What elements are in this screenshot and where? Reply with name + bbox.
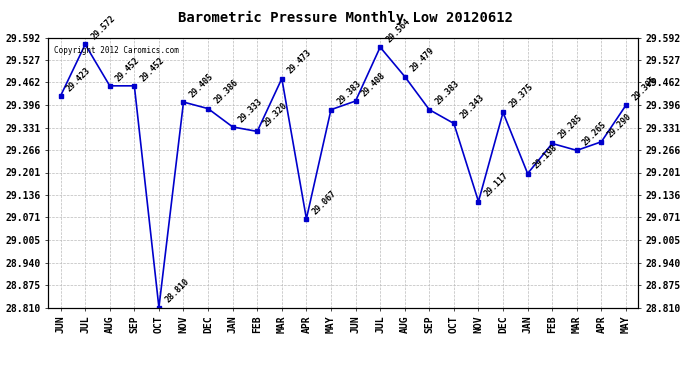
- Text: 29.333: 29.333: [237, 97, 264, 124]
- Text: 29.117: 29.117: [482, 171, 510, 199]
- Text: 29.452: 29.452: [114, 56, 141, 83]
- Text: 29.265: 29.265: [581, 120, 609, 148]
- Text: 29.408: 29.408: [359, 70, 387, 98]
- Text: 29.285: 29.285: [556, 113, 584, 141]
- Text: 29.564: 29.564: [384, 17, 412, 44]
- Text: Copyright 2012 Caromics.com: Copyright 2012 Caromics.com: [55, 46, 179, 55]
- Text: 29.423: 29.423: [65, 66, 92, 93]
- Text: 29.572: 29.572: [89, 14, 117, 42]
- Text: 29.343: 29.343: [458, 93, 486, 121]
- Text: 29.386: 29.386: [213, 78, 240, 106]
- Text: 29.383: 29.383: [335, 79, 363, 107]
- Text: 29.396: 29.396: [630, 75, 658, 102]
- Text: Barometric Pressure Monthly Low 20120612: Barometric Pressure Monthly Low 20120612: [177, 11, 513, 26]
- Text: 29.383: 29.383: [433, 79, 461, 107]
- Text: 29.479: 29.479: [409, 46, 437, 74]
- Text: 29.067: 29.067: [310, 188, 338, 216]
- Text: 29.375: 29.375: [507, 82, 535, 110]
- Text: 29.290: 29.290: [606, 111, 633, 139]
- Text: 29.198: 29.198: [532, 143, 560, 171]
- Text: 29.452: 29.452: [139, 56, 166, 83]
- Text: 28.810: 28.810: [163, 277, 190, 305]
- Text: 29.473: 29.473: [286, 48, 313, 76]
- Text: 29.320: 29.320: [262, 101, 289, 129]
- Text: 29.405: 29.405: [188, 72, 215, 99]
